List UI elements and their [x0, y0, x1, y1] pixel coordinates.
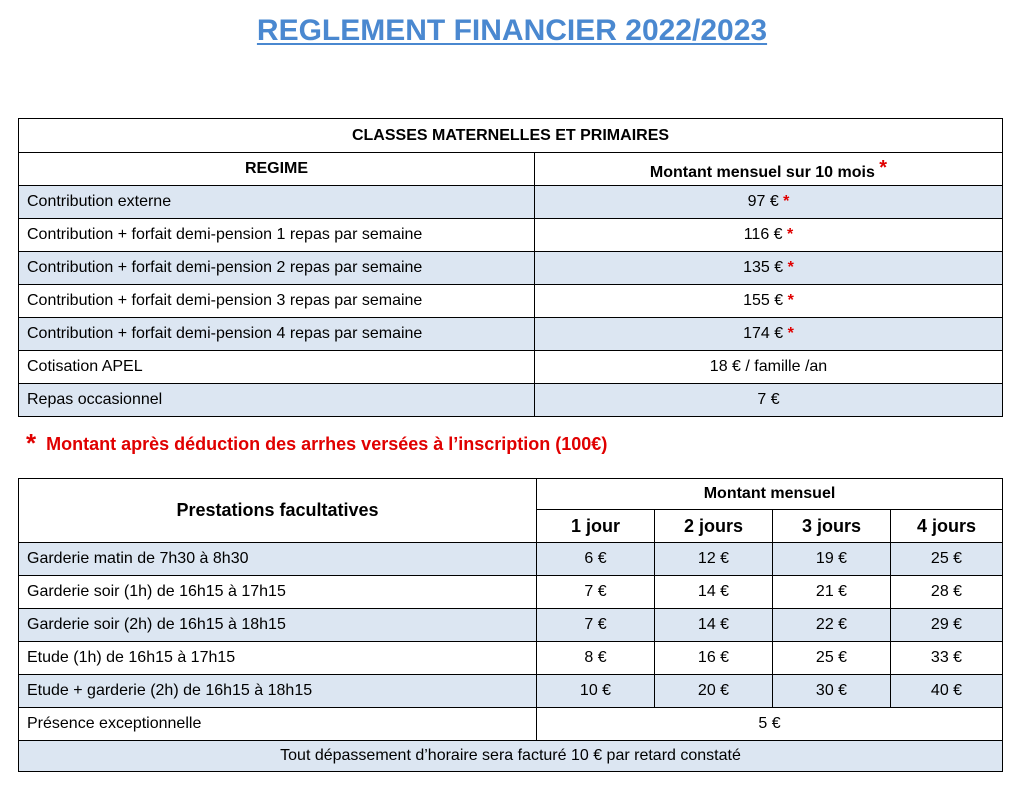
tuition-table: CLASSES MATERNELLES ET PRIMAIRES REGIME … — [18, 118, 1003, 417]
tuition-table-heading: CLASSES MATERNELLES ET PRIMAIRES — [18, 118, 1003, 153]
price-cell: 7 € — [536, 575, 655, 609]
amount-value-text: 135 € — [743, 259, 784, 276]
price-cell: 25 € — [890, 542, 1003, 576]
regime-label: Contribution + forfait demi-pension 4 re… — [18, 317, 535, 351]
regime-column-header: REGIME — [18, 152, 535, 186]
page-title-text: REGLEMENT FINANCIER 2022/2023 — [256, 14, 768, 47]
price-cell: 33 € — [890, 641, 1003, 675]
asterisk-marker: * — [787, 259, 794, 276]
price-cell: 14 € — [654, 575, 773, 609]
price-cell: 6 € — [536, 542, 655, 576]
amount-value: 155 € * — [534, 284, 1003, 318]
service-label: Présence exceptionnelle — [18, 707, 537, 741]
regime-label: Contribution externe — [18, 185, 535, 219]
price-cell: 5 € — [536, 707, 1003, 741]
day-column-header: 4 jours — [890, 509, 1003, 543]
amount-column-header: Montant mensuel sur 10 mois * — [534, 152, 1003, 186]
amount-value-text: 155 € — [743, 292, 784, 309]
amount-value: 97 € * — [534, 185, 1003, 219]
asterisk-marker: * — [879, 156, 888, 179]
table-row: Garderie soir (2h) de 16h15 à 18h15 7 € … — [18, 608, 1003, 642]
amount-column-header-label: Montant mensuel sur 10 mois — [649, 163, 875, 181]
table-row: Etude (1h) de 16h15 à 17h15 8 € 16 € 25 … — [18, 641, 1003, 675]
regime-label: Cotisation APEL — [18, 350, 535, 384]
price-cell: 19 € — [772, 542, 891, 576]
asterisk-marker: * — [26, 428, 37, 458]
table-row: Tout dépassement d’horaire sera facturé … — [18, 740, 1003, 772]
price-cell: 21 € — [772, 575, 891, 609]
regime-label: Contribution + forfait demi-pension 1 re… — [18, 218, 535, 252]
service-label: Etude + garderie (2h) de 16h15 à 18h15 — [18, 674, 537, 708]
amount-value: 116 € * — [534, 218, 1003, 252]
service-label: Garderie soir (2h) de 16h15 à 18h15 — [18, 608, 537, 642]
regime-label: Repas occasionnel — [18, 383, 535, 417]
table-row: Contribution + forfait demi-pension 2 re… — [18, 251, 1003, 285]
monthly-amount-header: Montant mensuel — [536, 478, 1003, 510]
table-row: Contribution + forfait demi-pension 4 re… — [18, 317, 1003, 351]
price-cell: 29 € — [890, 608, 1003, 642]
late-fee-note: Tout dépassement d’horaire sera facturé … — [18, 740, 1003, 772]
price-cell: 14 € — [654, 608, 773, 642]
deposit-note: * Montant après déduction des arrhes vers… — [26, 428, 607, 459]
price-cell: 8 € — [536, 641, 655, 675]
amount-value: 135 € * — [534, 251, 1003, 285]
asterisk-marker: * — [783, 193, 790, 210]
amount-value: 18 € / famille /an — [534, 350, 1003, 384]
table-row: Garderie soir (1h) de 16h15 à 17h15 7 € … — [18, 575, 1003, 609]
price-cell: 40 € — [890, 674, 1003, 708]
service-label: Etude (1h) de 16h15 à 17h15 — [18, 641, 537, 675]
day-column-header: 1 jour — [536, 509, 655, 543]
amount-value-text: 174 € — [743, 325, 784, 342]
price-cell: 7 € — [536, 608, 655, 642]
asterisk-marker: * — [787, 325, 794, 342]
price-cell: 30 € — [772, 674, 891, 708]
table-row: Repas occasionnel 7 € — [18, 383, 1003, 417]
table-row: Présence exceptionnelle 5 € — [18, 707, 1003, 741]
asterisk-marker: * — [787, 292, 794, 309]
day-column-header: 2 jours — [654, 509, 773, 543]
price-cell: 28 € — [890, 575, 1003, 609]
asterisk-marker: * — [787, 226, 794, 243]
table-row: Cotisation APEL 18 € / famille /an — [18, 350, 1003, 384]
amount-value: 174 € * — [534, 317, 1003, 351]
service-label: Garderie soir (1h) de 16h15 à 17h15 — [18, 575, 537, 609]
table-row: Contribution + forfait demi-pension 1 re… — [18, 218, 1003, 252]
amount-value-text: 116 € — [743, 226, 783, 243]
table-row: Contribution + forfait demi-pension 3 re… — [18, 284, 1003, 318]
table-row: Etude + garderie (2h) de 16h15 à 18h15 1… — [18, 674, 1003, 708]
service-label: Garderie matin de 7h30 à 8h30 — [18, 542, 537, 576]
amount-value: 7 € — [534, 383, 1003, 417]
table-row: Garderie matin de 7h30 à 8h30 6 € 12 € 1… — [18, 542, 1003, 576]
price-cell: 12 € — [654, 542, 773, 576]
deposit-note-text: Montant après déduction des arrhes versé… — [46, 434, 608, 454]
optional-services-table: Prestations facultatives Montant mensuel… — [18, 478, 1003, 772]
price-cell: 10 € — [536, 674, 655, 708]
amount-value-text: 97 € — [747, 193, 779, 210]
price-cell: 22 € — [772, 608, 891, 642]
price-cell: 16 € — [654, 641, 773, 675]
regime-label: Contribution + forfait demi-pension 2 re… — [18, 251, 535, 285]
regime-label: Contribution + forfait demi-pension 3 re… — [18, 284, 535, 318]
services-column-header: Prestations facultatives — [18, 478, 537, 543]
page-title: REGLEMENT FINANCIER 2022/2023 — [0, 14, 1024, 48]
day-column-header: 3 jours — [772, 509, 891, 543]
price-cell: 20 € — [654, 674, 773, 708]
table-row: Contribution externe 97 € * — [18, 185, 1003, 219]
price-cell: 25 € — [772, 641, 891, 675]
